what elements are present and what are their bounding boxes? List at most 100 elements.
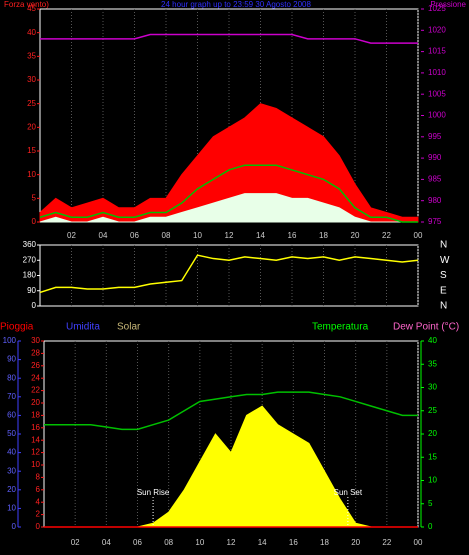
- x-tick-label: 10: [193, 231, 202, 240]
- y3-tick-label: 40: [7, 448, 16, 457]
- legend-label: Umidita: [66, 322, 100, 333]
- y-tick-label: 0: [32, 217, 37, 226]
- y3-tick-label: 90: [7, 355, 16, 364]
- y-tick-label: 15: [27, 146, 36, 155]
- y-tick-label: 18: [31, 411, 40, 420]
- y-tick-label: 20: [27, 122, 36, 131]
- y-tick-label: 28: [31, 349, 40, 358]
- y2-tick-label: 20: [428, 429, 437, 438]
- y2-tick-label: 0: [428, 522, 433, 531]
- y2-tick-label: 1005: [428, 89, 446, 98]
- x-tick-label: 14: [256, 231, 265, 240]
- y-tick-label: 45: [27, 4, 36, 13]
- y2-tick-label: 975: [428, 217, 442, 226]
- x-tick-label: 06: [130, 231, 139, 240]
- x-tick-label: 16: [288, 231, 297, 240]
- y-tick-label: 0: [32, 301, 37, 310]
- series-line: [39, 254, 419, 294]
- annotation: Sun Set: [334, 488, 363, 497]
- y-tick-label: 16: [31, 423, 40, 432]
- x-tick-label: 08: [162, 231, 171, 240]
- y2-tick-label: 995: [428, 132, 442, 141]
- legend-label: Temperatura: [312, 322, 369, 333]
- x-tick-label: 04: [102, 538, 111, 547]
- series-line: [44, 391, 418, 431]
- y2-tick-label: 990: [428, 153, 442, 162]
- x-tick-label: 20: [351, 231, 360, 240]
- x-tick-label: 14: [258, 538, 267, 547]
- x-tick-label: 02: [67, 231, 76, 240]
- wind-axis-label: Forza vento): [4, 0, 49, 9]
- y2-tick-label: 1015: [428, 47, 446, 56]
- y-tick-label: 6: [36, 485, 41, 494]
- y3-tick-label: 80: [7, 373, 16, 382]
- x-tick-label: 12: [225, 231, 234, 240]
- y-tick-label: 14: [31, 435, 40, 444]
- compass-label: W: [440, 255, 450, 266]
- y-tick-label: 30: [27, 75, 36, 84]
- y-tick-label: 30: [31, 336, 40, 345]
- y2-tick-label: 1025: [428, 4, 446, 13]
- x-tick-label: 22: [382, 538, 391, 547]
- legend-label: Pioggia: [0, 322, 34, 333]
- x-tick-label: 18: [320, 538, 329, 547]
- y-tick-label: 20: [31, 398, 40, 407]
- y2-tick-label: 980: [428, 196, 442, 205]
- compass-label: S: [440, 270, 447, 281]
- y-tick-label: 2: [36, 510, 41, 519]
- annotation: Sun Rise: [137, 488, 170, 497]
- y-tick-label: 90: [27, 286, 36, 295]
- x-tick-label: 08: [164, 538, 173, 547]
- y-tick-label: 10: [31, 460, 40, 469]
- y2-tick-label: 25: [428, 406, 437, 415]
- y2-tick-label: 1010: [428, 68, 446, 77]
- y-tick-label: 270: [23, 255, 37, 264]
- x-tick-label: 00: [414, 538, 423, 547]
- x-tick-label: 16: [289, 538, 298, 547]
- y3-tick-label: 0: [12, 522, 17, 531]
- y3-tick-label: 10: [7, 504, 16, 513]
- pressure-axis-label: Pressione: [430, 0, 466, 9]
- y-tick-label: 22: [31, 386, 40, 395]
- y3-tick-label: 50: [7, 429, 16, 438]
- y3-tick-label: 60: [7, 411, 16, 420]
- chart-title: 24 hour graph up to 23:59 30 Agosto 2008: [161, 0, 311, 9]
- compass-label: E: [440, 285, 447, 296]
- y2-tick-label: 5: [428, 499, 433, 508]
- y-tick-label: 35: [27, 51, 36, 60]
- x-tick-label: 02: [71, 538, 80, 547]
- y-tick-label: 12: [31, 448, 40, 457]
- series-line: [39, 164, 418, 223]
- y3-tick-label: 20: [7, 485, 16, 494]
- legend-label: Dew Point (°C): [393, 322, 459, 333]
- series-line: [40, 33, 418, 44]
- series-area: [39, 103, 419, 223]
- y-tick-label: 180: [23, 271, 37, 280]
- x-tick-label: 06: [133, 538, 142, 547]
- compass-label: N: [440, 301, 447, 312]
- legend-label: Solar: [117, 322, 141, 333]
- y2-tick-label: 15: [428, 452, 437, 461]
- x-tick-label: 00: [414, 231, 423, 240]
- y-tick-label: 4: [36, 497, 41, 506]
- y-tick-label: 8: [36, 473, 41, 482]
- y3-tick-label: 30: [7, 466, 16, 475]
- y2-tick-label: 1000: [428, 111, 446, 120]
- x-tick-label: 12: [227, 538, 236, 547]
- y2-tick-label: 40: [428, 336, 437, 345]
- x-tick-label: 10: [195, 538, 204, 547]
- y-tick-label: 26: [31, 361, 40, 370]
- y-tick-label: 5: [32, 193, 37, 202]
- y3-tick-label: 100: [3, 336, 17, 345]
- y2-tick-label: 10: [428, 476, 437, 485]
- y-tick-label: 25: [27, 99, 36, 108]
- y2-tick-label: 985: [428, 175, 442, 184]
- x-tick-label: 18: [319, 231, 328, 240]
- x-tick-label: 20: [351, 538, 360, 547]
- y-tick-label: 360: [23, 240, 37, 249]
- y2-tick-label: 1020: [428, 25, 446, 34]
- y-tick-label: 10: [27, 170, 36, 179]
- series-area: [39, 193, 418, 223]
- y3-tick-label: 70: [7, 392, 16, 401]
